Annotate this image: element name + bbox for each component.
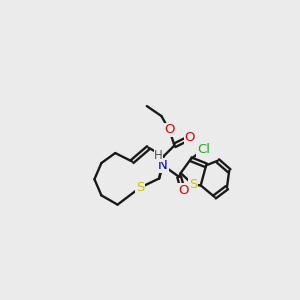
Text: O: O xyxy=(164,123,174,136)
Text: Cl: Cl xyxy=(197,143,210,156)
Text: N: N xyxy=(158,159,168,172)
Text: S: S xyxy=(136,181,144,194)
Text: H: H xyxy=(154,149,163,162)
Text: O: O xyxy=(178,184,188,197)
Text: O: O xyxy=(185,131,195,144)
Text: S: S xyxy=(189,178,197,191)
